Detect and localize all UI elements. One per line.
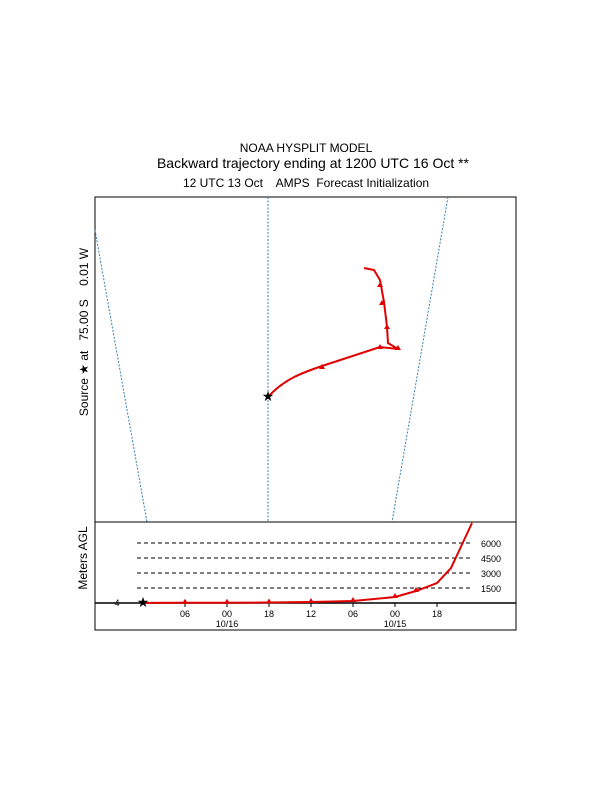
height-marker bbox=[224, 598, 230, 604]
source-star: ★ bbox=[262, 388, 275, 404]
x-tick-label: 18 bbox=[432, 609, 442, 619]
map-frame bbox=[94, 196, 517, 523]
height-marker bbox=[182, 598, 188, 604]
y-axis-label: Meters AGL bbox=[76, 526, 90, 590]
trajectory-markers bbox=[319, 282, 401, 369]
height-line bbox=[142, 522, 473, 604]
height-marker bbox=[392, 593, 398, 598]
y-tick-label: 3000 bbox=[481, 569, 501, 579]
height-marker bbox=[308, 598, 314, 603]
y-tick-label: 6000 bbox=[481, 539, 501, 549]
trajectory-path bbox=[267, 267, 399, 398]
chart-subtitle: Backward trajectory ending at 1200 UTC 1… bbox=[157, 155, 470, 171]
x-tick-label: 06 bbox=[180, 609, 190, 619]
height-marker bbox=[350, 597, 356, 602]
x-tick-label: 00 bbox=[390, 609, 400, 619]
x-tick-label: 00 bbox=[222, 609, 232, 619]
x-tick-label: 18 bbox=[264, 609, 274, 619]
source-label: Source ★ at 75.00 S 0.01 W bbox=[77, 247, 91, 416]
chart-title: NOAA HYSPLIT MODEL bbox=[240, 141, 373, 155]
map-lines bbox=[94, 196, 449, 523]
x-tick-label: 12 bbox=[306, 609, 316, 619]
height-marker bbox=[266, 598, 272, 604]
y-tick-label: 1500 bbox=[481, 584, 501, 594]
date-label: 10/15 bbox=[384, 619, 407, 629]
y-tick-label: 4500 bbox=[481, 554, 501, 564]
date-label: 10/16 bbox=[216, 619, 239, 629]
height-frame bbox=[94, 521, 517, 631]
caption: 12 UTC 13 Oct AMPS Forecast Initializati… bbox=[183, 176, 429, 190]
height-marker bbox=[413, 587, 419, 592]
x-tick-label: 06 bbox=[348, 609, 358, 619]
source-star-height: ★ bbox=[137, 594, 150, 610]
